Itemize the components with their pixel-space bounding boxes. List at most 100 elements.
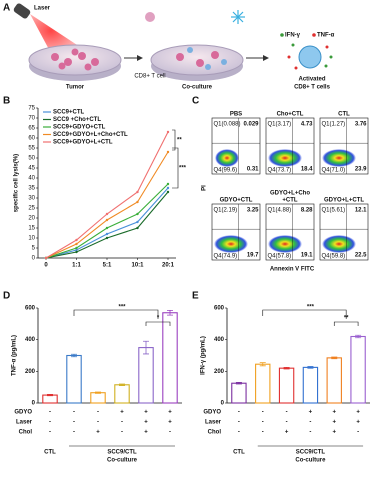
bar [138,347,154,404]
annotation: *** [118,305,126,311]
group-label: Co-culture [295,458,326,464]
annotation: * [157,316,160,322]
y-tick-label: 75 [28,106,35,112]
quadrant-value: 3.25 [247,208,259,214]
quadrant-label: Q4(71.0) [322,168,346,174]
t-cell-icon [231,10,245,24]
annotation: *** [179,166,187,172]
y-tick-label: 35 [28,186,35,192]
flow-title: PBS [230,112,242,118]
error-bar [355,334,362,339]
point [75,248,78,252]
panel-label: A [3,3,10,14]
error-bar [235,382,242,385]
panel-label: B [3,96,10,107]
sig-bracket [172,147,179,189]
diagram-label: Tumor [66,85,85,91]
condition-sign: - [97,420,99,426]
y-tick-label: 200 [25,369,36,375]
quadrant-label: Q1(4.88) [268,208,292,214]
point [75,238,78,242]
bar [162,312,178,404]
flow-cluster [214,235,248,253]
y-tick-label: 70 [28,116,35,122]
y-tick-label: 5 [32,246,36,252]
point [105,226,109,230]
bar [326,357,342,404]
diagram-a [13,3,333,81]
condition-sign: - [121,420,123,426]
condition-sign: - [121,430,123,436]
y-tick-label: 25 [28,206,35,212]
condition-sign: + [168,420,172,426]
condition-sign: + [144,410,148,416]
dish-1 [28,44,122,76]
x-tick-label: 10:1 [131,263,144,269]
diagram-label: TNF-α [317,33,335,39]
y-tick-label: 10 [28,236,35,242]
condition-sign: - [49,410,51,416]
group-label: CTL [233,450,245,456]
condition-sign: - [357,430,359,436]
point [105,232,109,236]
error-bar [331,356,338,360]
diagram-label: Laser [34,6,51,12]
diagram-label: CD8+ T cell [134,74,165,80]
activated-cell [298,45,322,69]
quadrant-value: 3.76 [355,122,367,128]
condition-sign: - [49,430,51,436]
quadrant-value: 12.1 [355,208,367,214]
quadrant-label: Q4(73.7) [268,168,292,174]
flow-cluster [322,149,356,167]
condition-sign: - [238,420,240,426]
sig-bracket [262,309,347,319]
x-tick-label: 20:1 [162,263,175,269]
flow-cluster [215,149,239,167]
diagram-label: IFN-γ [285,33,301,39]
y-tick-label: 0 [32,256,36,262]
legend-label: SCC9 +Cho+CTL [53,117,101,123]
quadrant-label: Q4(99.6) [214,168,238,174]
y-axis-label: specific cell lysis(%) [14,154,20,212]
condition-sign: - [286,410,288,416]
condition-label: Chol [208,430,222,436]
condition-sign: - [309,430,311,436]
flow-title: CTL [338,112,350,118]
annotation: *** [307,305,315,311]
error-bar [283,366,290,370]
point [166,182,170,186]
point [75,250,78,254]
point [166,186,170,190]
quadrant-label: Q1(2.19) [214,208,238,214]
quadrant-value: 4.73 [301,122,313,128]
condition-sign: - [238,430,240,436]
axis-label: Annexin V FITC [270,267,315,273]
y-tick-label: 20 [28,216,35,222]
bar [350,335,366,404]
error-bar [71,353,77,358]
quadrant-value: 0.31 [247,167,259,173]
x-tick-label: 5:1 [103,263,112,269]
bar [66,354,82,404]
y-tick-label: 200 [214,369,225,375]
point [136,190,139,194]
bar [42,394,58,404]
condition-sign: - [73,430,75,436]
point [105,218,109,222]
legend-label: SCC9+CTL [53,110,85,116]
y-tick-label: 600 [25,306,36,312]
flow-title: GDYO+L+Cho [270,191,310,197]
x-tick-label: 0 [44,263,48,269]
panel-label: E [192,291,199,302]
condition-sign: + [332,410,336,416]
flow-title: GDYO+CTL [220,198,253,204]
y-tick-label: 50 [28,156,35,162]
coculture-cells [176,47,227,70]
dish-2 [150,44,244,76]
y-tick-label: 60 [28,136,35,142]
condition-sign: + [144,420,148,426]
condition-label: GDYO [203,410,221,416]
point [136,212,139,216]
quadrant-value: 8.28 [301,208,313,214]
